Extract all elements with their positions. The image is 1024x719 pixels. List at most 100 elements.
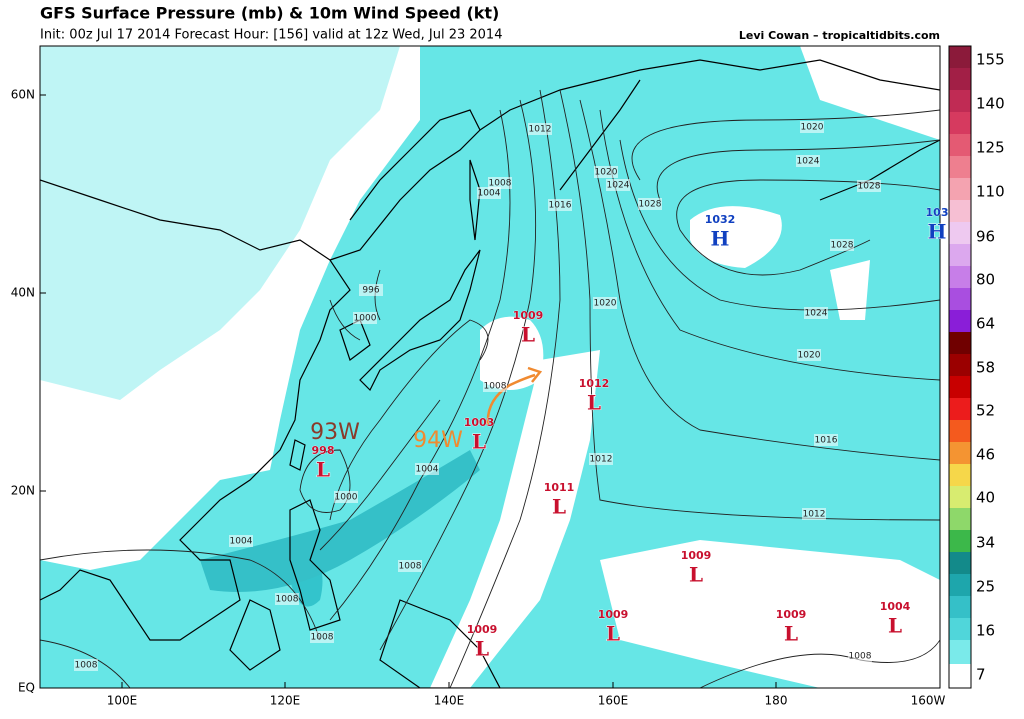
contour-label-bg	[548, 199, 572, 211]
pressure-value: 1004	[880, 600, 911, 613]
colorbar-label: 46	[976, 446, 995, 464]
lon-label: 160W	[911, 694, 946, 708]
contour-label: 1008	[75, 661, 98, 671]
colorbar-label: 25	[976, 578, 995, 596]
pressure-value: 1009	[467, 623, 498, 636]
pressure-center: L	[606, 622, 620, 646]
pressure-center: H	[928, 220, 947, 244]
pressure-value: 1011	[544, 481, 575, 494]
colorbar-label: 110	[976, 183, 1005, 201]
pressure-center: L	[472, 430, 486, 454]
pressure-value: 1009	[513, 309, 544, 322]
pressure-center: L	[587, 391, 601, 415]
contour-label-bg	[229, 535, 253, 547]
contour-label: 1008	[489, 179, 512, 189]
lat-label: 40N	[11, 286, 35, 300]
colorbar-label: 125	[976, 139, 1005, 157]
storm-label: 94W	[413, 428, 463, 453]
contour-label-bg	[796, 155, 820, 167]
contour-label: 1020	[798, 351, 821, 361]
pressure-value: 998	[312, 444, 335, 457]
pressure-center: L	[784, 622, 798, 646]
contour-label: 1016	[815, 436, 838, 446]
contour-label: 1004	[416, 465, 439, 475]
contour-label-bg	[802, 508, 826, 520]
lon-label: 160E	[598, 694, 629, 708]
pressure-value: 1009	[681, 549, 712, 562]
contour-label: 1024	[797, 157, 820, 167]
contour-label-bg	[477, 187, 501, 199]
colorbar-label: 155	[976, 51, 1005, 69]
pressure-center: H	[711, 227, 730, 251]
contour-label-bg	[359, 284, 383, 296]
pressure-center: L	[552, 495, 566, 519]
contour-label-bg	[804, 307, 828, 319]
contour-label: 1000	[335, 493, 358, 503]
contour-label-bg	[310, 631, 334, 643]
pressure-value: 103	[926, 206, 949, 219]
storm-label: 93W	[310, 420, 360, 445]
contour-label: 1024	[607, 181, 630, 191]
contour-label-bg	[800, 121, 824, 133]
pressure-value: 1032	[705, 213, 736, 226]
contour-label: 1016	[549, 201, 572, 211]
contour-label: 1020	[594, 299, 617, 309]
pressure-value: 1009	[776, 608, 807, 621]
colorbar-label: 64	[976, 315, 995, 333]
contour-label: 1024	[805, 309, 828, 319]
contour-label-bg	[589, 453, 613, 465]
contour-label: 996	[362, 286, 379, 296]
subtitle: Init: 00z Jul 17 2014 Forecast Hour: [15…	[40, 28, 502, 43]
colorbar-label: 96	[976, 228, 995, 246]
contour-label: 1008	[484, 382, 507, 392]
pressure-value: 1009	[598, 608, 629, 621]
contour-label-bg	[353, 312, 377, 324]
contour-label: 1000	[354, 314, 377, 324]
contour-label-bg	[74, 659, 98, 671]
contour-label-bg	[275, 593, 299, 605]
contour-label-bg	[606, 179, 630, 191]
colorbar-label: 34	[976, 534, 995, 552]
contour-label: 1004	[230, 537, 253, 547]
contour-label-bg	[857, 180, 881, 192]
lon-label: 120E	[270, 694, 301, 708]
lon-label: 100E	[107, 694, 138, 708]
colorbar-label: 16	[976, 622, 995, 640]
pressure-center: L	[521, 323, 535, 347]
contour-label: 1028	[831, 241, 854, 251]
contour-label-bg	[334, 491, 358, 503]
pressure-center: L	[475, 637, 489, 661]
contour-label: 1028	[639, 200, 662, 210]
title: GFS Surface Pressure (mb) & 10m Wind Spe…	[40, 4, 499, 23]
pressure-value: 1003	[464, 416, 495, 429]
contour-label: 1008	[849, 652, 872, 662]
pressure-center: L	[888, 614, 902, 638]
contour-label: 1012	[590, 455, 613, 465]
contour-label-bg	[488, 177, 512, 189]
contour-label: 1012	[803, 510, 826, 520]
contour-label-bg	[814, 434, 838, 446]
map-frame	[39, 45, 941, 689]
contour-label: 1020	[801, 123, 824, 133]
contour-label: 1008	[311, 633, 334, 643]
colorbar	[948, 45, 972, 689]
contour-label-bg	[638, 198, 662, 210]
contour-label: 1012	[529, 125, 552, 135]
pressure-center: L	[316, 458, 330, 482]
contour-label-bg	[797, 349, 821, 361]
credit: Levi Cowan – tropicaltidbits.com	[739, 29, 940, 42]
lon-label: 140E	[434, 694, 465, 708]
contour-label-bg	[848, 650, 872, 662]
lat-label: 60N	[11, 88, 35, 102]
contour-label-bg	[593, 297, 617, 309]
contour-label: 1028	[858, 182, 881, 192]
contour-label: 1008	[399, 562, 422, 572]
contour-label-bg	[528, 123, 552, 135]
pressure-value: 1012	[579, 377, 610, 390]
contour-label-bg	[483, 380, 507, 392]
contour-label-bg	[830, 239, 854, 251]
contour-label: 1020	[595, 168, 618, 178]
contour-label: 1004	[478, 189, 501, 199]
